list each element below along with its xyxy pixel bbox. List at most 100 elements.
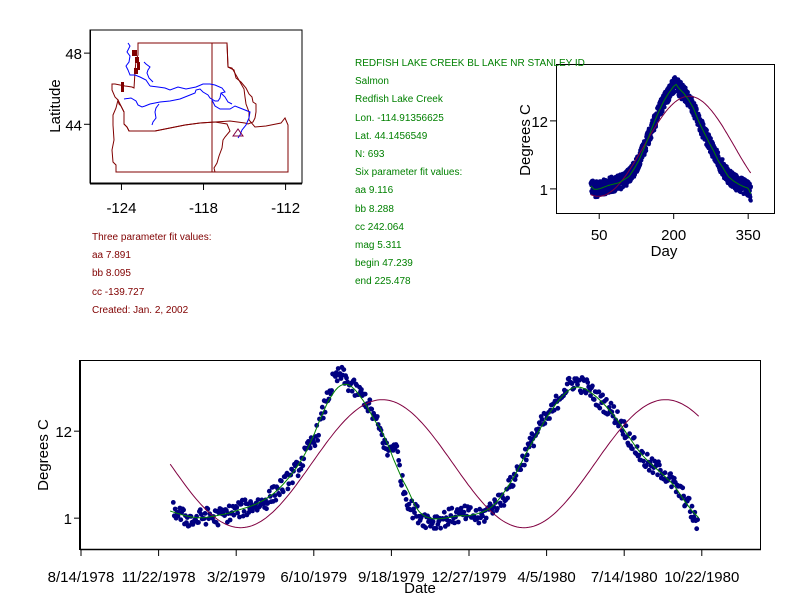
ts-observation-point [186,523,192,528]
ts-x-tick-label: 3/2/1979 [207,569,265,586]
map-x-tick-label: -112 [271,200,300,217]
doy-observation-point [594,179,599,184]
ts-observation-point [412,510,417,515]
ts-three-param-fit-line [169,399,700,529]
ts-observation-point [362,391,368,397]
ts-observation-point [600,392,605,398]
ts-observation-point [680,485,686,491]
doy-x-tick-label: 200 [661,227,686,244]
ts-observation-point [411,506,416,512]
doy-x-tick-label: 50 [591,227,608,244]
ts-observation-point [201,516,207,521]
ts-xlabel: Date [404,580,436,597]
ts-x-tick-label: 8/14/1978 [48,569,115,586]
ts-observation-point [588,393,593,398]
ts-observation-point [359,387,364,392]
ts-observation-point [406,501,412,507]
ts-observation-point [455,519,461,525]
ts-observation-point [597,405,603,411]
ts-observation-point [369,406,375,412]
ts-observation-point [178,517,184,523]
ts-observation-point [449,505,455,511]
ts-observation-point [399,482,404,488]
ts-observation-point [320,415,326,421]
ts-observation-point [523,457,529,463]
species: Salmon [355,76,389,88]
ts-observation-point [608,400,614,406]
ts-observation-point [619,428,625,434]
ts-observation-point [198,512,204,517]
map-x-tick-label: -118 [189,200,218,217]
ts-observation-point [609,409,615,415]
doy-observation-point [662,105,667,110]
doy-observation-point [638,161,643,166]
ts-observation-point [334,378,340,384]
ts-observation-point [641,458,646,464]
ts-observation-point [668,471,673,476]
ts-observation-point [518,467,524,473]
ts-observation-point [566,375,572,381]
ts-observation-point [657,462,662,468]
ts-x-tick-label: 9/18/1979 [358,569,425,586]
six-param-mag: mag 5.311 [355,240,402,252]
ts-observation-point [563,389,569,394]
ts-observation-point [333,374,338,379]
puget-sound [121,50,140,92]
ts-observation-point [374,414,380,419]
ts-observation-point [181,507,187,513]
ts-observation-point [528,440,534,445]
six-param-header: Six parameter fit values: [355,167,463,179]
doy-observation-point [716,150,721,155]
ts-observation-point [591,397,597,402]
ts-observation-point [547,416,552,421]
doy-observation-point [660,109,665,114]
ts-observation-point [397,462,402,468]
ts-observation-point [512,477,518,482]
ts-observation-point [691,514,697,520]
ts-observation-point [468,505,473,510]
longitude: Lon. -114.91356625 [355,112,444,124]
ts-observation-point [315,438,321,443]
ts-observation-point [255,497,261,502]
ts-observation-point [238,501,244,507]
ts-observation-point [483,515,489,521]
ts-observation-point [272,493,278,498]
snake-river [211,99,251,139]
ts-observation-point [662,470,668,476]
ts-observation-point [335,366,341,371]
ts-observation-point [196,520,201,525]
three-param-cc: cc -139.727 [92,286,145,298]
map-ylabel: Latitude [47,79,64,132]
ts-observation-point [621,419,627,424]
ts-observation-point [585,380,591,385]
ts-observation-point [398,479,403,484]
ts-six-param-fit-line [170,383,700,520]
ts-observation-point [286,481,292,487]
ts-observation-point [279,478,284,484]
site-info-block: REDFISH LAKE CREEK BL LAKE NR STANLEY ID… [355,55,585,292]
three-param-header: Three parameter fit values: [92,232,212,243]
ts-x-tick-label: 7/14/1980 [591,569,658,586]
ts-observation-point [197,507,203,513]
ts-observation-point [205,506,211,512]
doy-observation-point [685,90,690,94]
ts-observation-point [290,480,295,486]
ts-observation-point [631,435,637,440]
ts-observation-point [583,390,589,396]
ts-observation-point [522,462,527,468]
ts-observation-point [275,486,280,491]
willamette-tributary [151,103,160,126]
ts-observation-point [170,500,176,505]
ts-observation-point [237,514,242,520]
ts-observation-point [433,526,439,531]
ts-observation-point [203,521,209,527]
ts-observation-point [655,472,660,478]
ts-observation-point [215,522,221,528]
doy-y-tick-label: 12 [531,114,548,131]
ts-observation-point [480,513,485,519]
ts-observation-point [666,476,672,481]
ts-observation-point [264,506,269,512]
station-name: REDFISH LAKE CREEK BL LAKE NR STANLEY ID [355,58,585,69]
ts-observation-point [242,497,248,503]
